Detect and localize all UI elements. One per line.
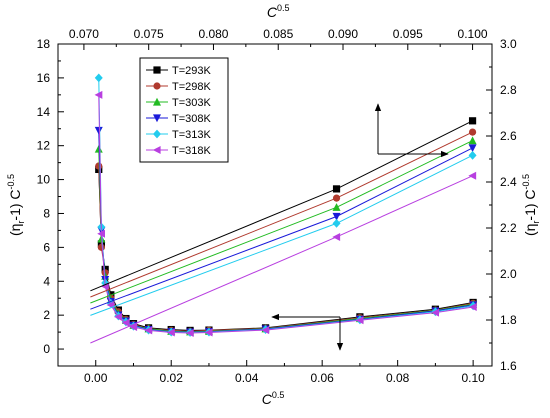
right-tick-label: 2.8 [500,83,517,97]
top-tick-label: 0.080 [198,27,228,41]
legend-marker-t-293k [153,66,161,74]
right-tick-label: 2.0 [500,267,517,281]
series-curve-t-298k [98,166,474,332]
legend-marker-t-313k [153,129,161,139]
legend-label-t-298k: T=298K [172,81,211,93]
left-tick-label: 16 [37,71,51,85]
top-tick-label: 0.090 [328,27,358,41]
top-tick-label: 0.075 [134,27,164,41]
right-tick-label: 2.4 [500,175,517,189]
point-line-t-313k-2 [468,150,477,160]
point-line-t-303k-1 [332,203,341,211]
right-tick-label: 1.8 [500,313,517,327]
top-tick-label: 0.100 [458,27,488,41]
legend-marker-t-303k [153,97,161,106]
left-tick-label: 2 [43,308,50,322]
left-axis-series [94,73,478,337]
point-curve-t-298k-1 [97,243,105,251]
legend-label-t-303k: T=303K [172,97,211,109]
right-tick-label: 3.0 [500,37,517,51]
point-line-t-308k-1 [332,212,341,221]
left-tick-label: 10 [37,173,51,187]
point-curve-t-318k-8 [167,328,175,337]
bottom-tick-label: 0.02 [160,371,184,385]
left-tick-label: 12 [37,139,51,153]
point-curve-t-313k-0 [94,73,103,83]
annotation-arrows [271,103,449,351]
point-curve-t-318k-1 [97,229,105,238]
left-axis-title: (ηr-1) C-0.5 [6,174,26,236]
point-line-t-303k-2 [468,136,477,145]
point-line-t-298k-1 [332,194,341,202]
legend-marker-t-298k [153,82,161,90]
legend: T=293K T=298K T=303K T=308K T=313K T=318K [139,57,229,163]
series-line-t-313k [90,154,473,316]
point-curve-t-308k-0 [94,126,103,135]
bottom-tick-label: 0.08 [386,371,410,385]
point-curve-t-318k-6 [129,323,138,332]
point-curve-t-318k-0 [94,90,103,99]
point-curve-t-318k-13 [431,308,439,317]
x-axis-title: C0.5 [262,390,285,407]
bottom-tick-label: 0.04 [235,371,259,385]
right-tick-label: 1.6 [500,359,517,373]
point-curve-t-318k-10 [204,328,213,337]
legend-marker-t-308k [153,114,161,123]
point-line-t-298k-2 [468,128,477,136]
top-tick-label: 0.095 [393,27,423,41]
left-tick-label: 6 [43,240,50,254]
legend-marker-t-318k [152,146,161,154]
left-tick-label: 14 [37,105,51,119]
right-tick-label: 2.2 [500,221,517,235]
legend-label-t-293k: T=293K [172,65,211,77]
right-axis-series [90,117,477,344]
legend-label-t-313k: T=313K [172,129,211,141]
point-curve-t-318k-12 [355,316,364,325]
point-line-t-313k-1 [332,219,341,228]
point-line-t-318k-2 [468,171,477,180]
right-tick-label: 2.6 [500,129,517,143]
bottom-tick-label: 0.10 [461,371,485,385]
point-curve-t-318k-11 [261,326,270,335]
left-tick-label: 0 [43,342,50,356]
point-curve-t-318k-14 [468,303,477,312]
point-line-t-318k-1 [332,232,341,241]
left-tick-label: 8 [43,206,50,220]
right-axis-title: (ηr-1) C-0.5 [521,174,541,236]
left-tick-label: 18 [37,37,51,51]
top-tick-label: 0.070 [69,27,99,41]
legend-label-t-318k: T=318K [172,145,211,157]
bottom-tick-label: 0.00 [84,371,108,385]
point-line-t-293k-2 [468,117,477,125]
bottom-tick-label: 0.06 [310,371,334,385]
series-line-t-318k [90,175,473,344]
point-curve-t-318k-4 [114,312,122,321]
left-tick-label: 4 [43,274,50,288]
top-tick-label: 0.085 [263,27,293,41]
point-curve-t-318k-9 [185,328,194,337]
axes: 0.00 0.02 0.04 0.06 0.08 0.10 0.070 0.075 0.080 0… [6,3,541,407]
point-curve-t-318k-7 [144,326,153,335]
series-curve-t-293k [98,169,474,331]
point-curve-t-318k-5 [121,318,130,327]
series-line-t-303k [90,140,473,304]
legend-box [139,57,229,163]
legend-label-t-308k: T=308K [172,113,211,125]
point-line-t-293k-1 [332,185,341,193]
point-line-t-308k-2 [468,144,477,153]
top-axis-title: C0.5 [267,3,290,20]
